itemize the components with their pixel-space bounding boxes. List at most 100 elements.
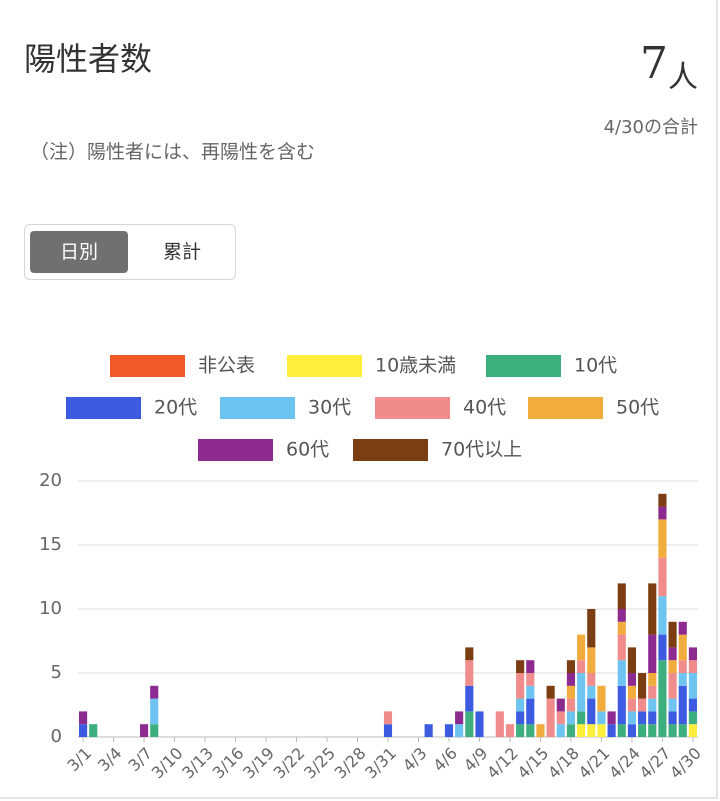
bar-segment	[465, 647, 474, 661]
toggle: 日別 累計	[24, 224, 236, 280]
y-tick-label: 5	[51, 662, 62, 683]
bar-segment	[658, 519, 667, 558]
bar-segment	[566, 673, 576, 686]
bar-segment	[455, 711, 464, 725]
legend-swatch	[353, 439, 428, 461]
toggle-button[interactable]: 累計	[162, 241, 201, 263]
bar-segment	[607, 711, 616, 725]
legend-label: 非公表	[198, 355, 255, 377]
x-tick-label: 4/12	[483, 744, 522, 783]
bar-segment	[526, 673, 535, 686]
bar-segment	[688, 647, 697, 661]
x-tick-label: 3/28	[331, 744, 370, 783]
bar-segment	[678, 634, 687, 661]
bar-segment	[150, 698, 159, 725]
bar-segment	[658, 596, 667, 635]
bar-segment	[607, 724, 616, 737]
bar-segment	[516, 660, 525, 673]
bar-segment	[668, 660, 677, 673]
bar-segment	[455, 724, 464, 737]
bar-segment	[566, 660, 576, 673]
bar-segment	[668, 724, 677, 737]
bar-segment	[587, 724, 596, 737]
bar-segment	[658, 493, 667, 507]
legend-label: 30代	[308, 397, 351, 419]
bar-segment	[495, 711, 504, 737]
bar-segment	[536, 724, 545, 737]
bar-segment	[638, 724, 647, 737]
x-tick-label: 4/30	[666, 744, 705, 783]
bar-segment	[597, 685, 606, 712]
bar-segment	[678, 621, 687, 635]
bar-segment	[150, 685, 159, 699]
bar-segment	[383, 724, 393, 737]
legend-swatch	[287, 355, 362, 377]
bar-segment	[577, 673, 586, 712]
bar-segment	[668, 711, 677, 725]
x-tick-label: 3/16	[209, 744, 248, 783]
y-tick-label: 0	[51, 726, 62, 747]
bar-segment	[638, 698, 647, 712]
x-tick-label: 4/21	[575, 744, 614, 783]
bar-segment	[678, 685, 687, 725]
bar-segment	[577, 634, 586, 661]
bar-segment	[627, 724, 636, 737]
bar-segment	[526, 685, 535, 699]
bar-segment	[617, 621, 626, 635]
legend-label: 60代	[286, 439, 329, 461]
bar-segment	[444, 724, 454, 737]
x-tick-label: 3/31	[361, 744, 400, 783]
bar-segment	[475, 711, 484, 737]
title: 陽性者数	[24, 40, 153, 78]
bar-segment	[678, 724, 687, 737]
x-tick-label: 3/1	[63, 744, 95, 776]
y-tick-label: 20	[39, 470, 62, 491]
bar-segment	[658, 660, 667, 737]
bar-segment	[617, 660, 626, 686]
bar-segment	[505, 724, 515, 737]
bar-segment	[617, 634, 626, 661]
bar-segment	[617, 685, 626, 725]
legend-swatch	[528, 397, 603, 419]
bar-segment	[587, 673, 596, 686]
bar-segment	[140, 724, 149, 737]
bar-segment	[566, 711, 576, 725]
bar-segment	[648, 711, 657, 725]
bar-segment	[597, 711, 606, 725]
x-tick-label: 4/6	[429, 744, 461, 776]
bar-segment	[658, 634, 667, 661]
bar-segment	[658, 506, 667, 520]
bar-segment	[638, 711, 647, 725]
bar-segment	[617, 609, 626, 622]
x-tick-label: 3/25	[300, 744, 339, 783]
bar-segment	[627, 647, 636, 673]
x-tick-label: 4/3	[399, 744, 431, 776]
bar-segment	[516, 698, 525, 712]
bar-segment	[648, 673, 657, 686]
legend-label: 40代	[463, 397, 506, 419]
note: （注）陽性者には、再陽性を含む	[30, 141, 316, 163]
legend-swatch	[110, 355, 185, 377]
bar-segment	[526, 660, 535, 673]
toggle-button[interactable]: 日別	[30, 231, 128, 273]
x-tick-label: 4/15	[514, 744, 553, 783]
legend-label: 10代	[574, 355, 617, 377]
bar-segment	[658, 557, 667, 597]
bar-segment	[688, 711, 697, 725]
bar-segment	[627, 698, 636, 712]
legend-swatch	[375, 397, 450, 419]
bar-segment	[688, 660, 697, 673]
bar-segment	[688, 698, 697, 712]
bar-segment	[465, 685, 474, 712]
bar-segment	[587, 609, 596, 648]
bar-segment	[526, 698, 535, 725]
bar-segment	[638, 673, 647, 699]
bar-segment	[526, 724, 535, 737]
bar-segment	[577, 660, 586, 673]
total-date: 4/30の合計	[603, 117, 698, 138]
bar-segment	[516, 724, 525, 737]
bar-segment	[668, 647, 677, 661]
bar-segment	[627, 711, 636, 725]
